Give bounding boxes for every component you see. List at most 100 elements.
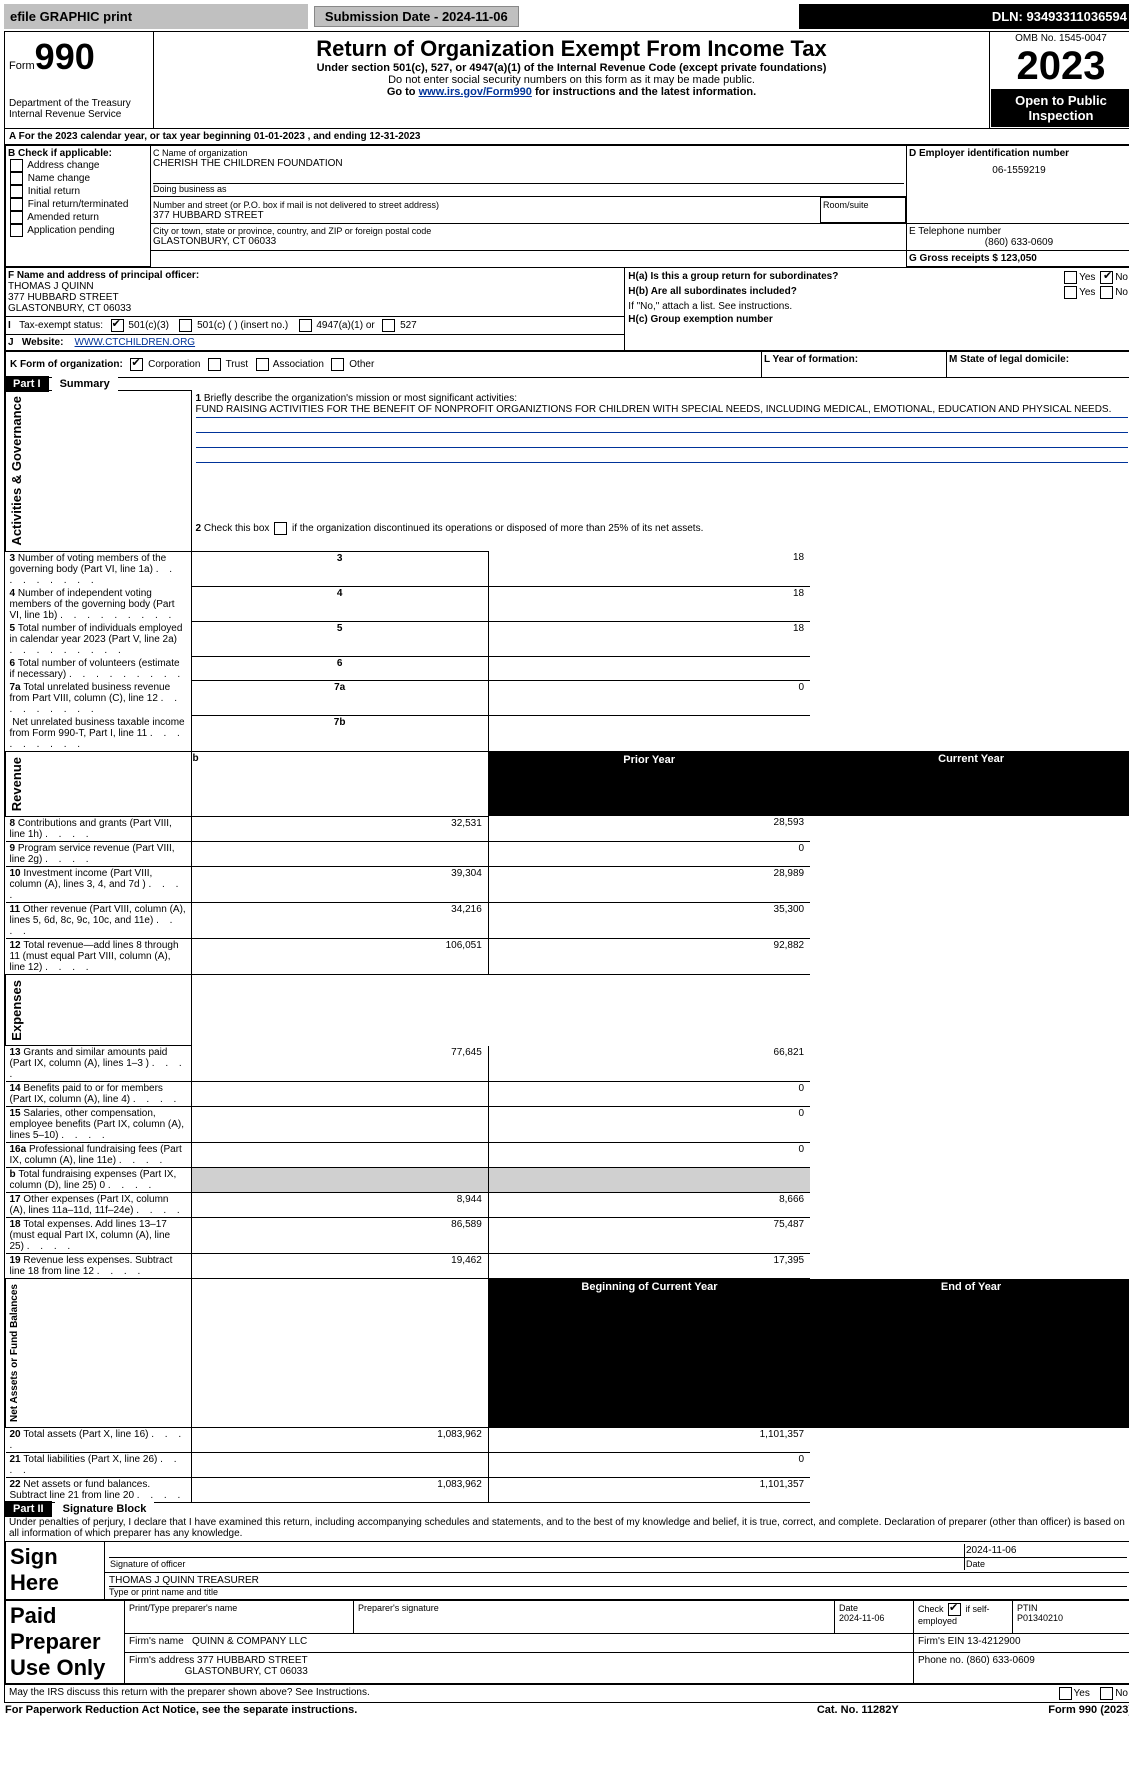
form-title: Return of Organization Exempt From Incom… bbox=[158, 36, 985, 62]
box-m: M State of legal domicile: bbox=[947, 352, 1129, 378]
line-row: 3 Number of voting members of the govern… bbox=[6, 551, 1129, 587]
other-checkbox[interactable] bbox=[331, 358, 344, 371]
room-label: Room/suite bbox=[821, 198, 906, 223]
footer-left: For Paperwork Reduction Act Notice, see … bbox=[4, 1703, 767, 1717]
discuss-no-checkbox[interactable] bbox=[1100, 1687, 1113, 1700]
line-row: 13 Grants and similar amounts paid (Part… bbox=[6, 1046, 1129, 1082]
line-row: 4 Number of independent voting members o… bbox=[6, 587, 1129, 622]
q1-label: Briefly describe the organization's miss… bbox=[204, 393, 517, 404]
line-row: 12 Total revenue—add lines 8 through 11 … bbox=[6, 938, 1129, 974]
line-row: 16a Professional fundraising fees (Part … bbox=[6, 1143, 1129, 1168]
q2-text: Check this box if the organization disco… bbox=[204, 523, 704, 534]
side-net: Net Assets or Fund Balances bbox=[7, 1280, 22, 1426]
501c-checkbox[interactable] bbox=[179, 319, 192, 332]
beg-year-hdr: Beginning of Current Year bbox=[488, 1279, 810, 1428]
line-row: Net unrelated business taxable income fr… bbox=[6, 716, 1129, 752]
line-row: 15 Salaries, other compensation, employe… bbox=[6, 1107, 1129, 1143]
box-b: B Check if applicable: Address change Na… bbox=[6, 146, 151, 267]
h-a-yes-checkbox[interactable] bbox=[1064, 271, 1077, 284]
4947-checkbox[interactable] bbox=[299, 319, 312, 332]
city-label: City or town, state or province, country… bbox=[153, 226, 904, 236]
line-row: 17 Other expenses (Part IX, column (A), … bbox=[6, 1193, 1129, 1218]
dln-label: DLN: 93493311036594 bbox=[799, 4, 1129, 29]
side-expenses: Expenses bbox=[7, 976, 26, 1045]
line-row: 8 Contributions and grants (Part VIII, l… bbox=[6, 816, 1129, 841]
part-ii-badge: Part II bbox=[5, 1501, 52, 1517]
omb-label: OMB No. 1545-0047 bbox=[991, 33, 1129, 44]
discuss-yes-checkbox[interactable] bbox=[1059, 1687, 1072, 1700]
line-row: 10 Investment income (Part VIII, column … bbox=[6, 866, 1129, 902]
phone-value: (860) 633-0609 bbox=[909, 237, 1129, 248]
line-row: 5 Total number of individuals employed i… bbox=[6, 622, 1129, 657]
perjury-text: Under penalties of perjury, I declare th… bbox=[5, 1515, 1129, 1541]
form-prefix: Form990 bbox=[9, 36, 149, 78]
website-link[interactable]: WWW.CTCHILDREN.ORG bbox=[75, 337, 196, 348]
subtitle-1: Under section 501(c), 527, or 4947(a)(1)… bbox=[158, 62, 985, 74]
line-row: b Total fundraising expenses (Part IX, c… bbox=[6, 1168, 1129, 1193]
footer-mid: Cat. No. 11282Y bbox=[767, 1703, 948, 1717]
501c3-checkbox[interactable] bbox=[111, 319, 124, 332]
efile-label: efile GRAPHIC print bbox=[4, 4, 308, 29]
line-row: 21 Total liabilities (Part X, line 26) .… bbox=[6, 1453, 1129, 1478]
ptin-value: P01340210 bbox=[1017, 1613, 1063, 1623]
line-row: 22 Net assets or fund balances. Subtract… bbox=[6, 1478, 1129, 1503]
h-b-no-checkbox[interactable] bbox=[1100, 286, 1113, 299]
h-a-no-checkbox[interactable] bbox=[1100, 271, 1113, 284]
firm-phone: (860) 633-0609 bbox=[966, 1655, 1034, 1666]
preparer-name-label: Print/Type preparer's name bbox=[125, 1601, 354, 1634]
officer-name: THOMAS J QUINN TREASURER bbox=[109, 1575, 1127, 1587]
box-h: H(a) Is this a group return for subordin… bbox=[625, 268, 1129, 351]
firm-name: QUINN & COMPANY LLC bbox=[192, 1636, 307, 1647]
q2-checkbox[interactable] bbox=[274, 522, 287, 535]
box-l: L Year of formation: bbox=[762, 352, 947, 378]
prior-year-hdr: Prior Year bbox=[488, 751, 810, 816]
line-row: 20 Total assets (Part X, line 16) . . . … bbox=[6, 1428, 1129, 1453]
irs-link[interactable]: www.irs.gov/Form990 bbox=[419, 86, 532, 98]
trust-checkbox[interactable] bbox=[208, 358, 221, 371]
line-row: 9 Program service revenue (Part VIII, li… bbox=[6, 841, 1129, 866]
part-i-title: Summary bbox=[52, 376, 118, 392]
firm-addr: 377 HUBBARD STREET bbox=[197, 1655, 308, 1666]
boxb-option: Name change bbox=[8, 172, 148, 185]
city-value: GLASTONBURY, CT 06033 bbox=[153, 236, 904, 247]
addr-value: 377 HUBBARD STREET bbox=[153, 210, 818, 221]
side-governance: Activities & Governance bbox=[7, 392, 26, 550]
submission-button[interactable]: Submission Date - 2024-11-06 bbox=[314, 6, 519, 27]
self-employed-checkbox[interactable] bbox=[948, 1603, 961, 1616]
gross-receipts: G Gross receipts $ 123,050 bbox=[907, 251, 1129, 267]
form-number: 990 bbox=[35, 36, 95, 77]
box-f: F Name and address of principal officer:… bbox=[6, 268, 625, 317]
org-name: CHERISH THE CHILDREN FOUNDATION bbox=[153, 158, 904, 169]
ein-label: D Employer identification number bbox=[909, 148, 1129, 159]
sign-date-label: Date bbox=[965, 1558, 1128, 1571]
527-checkbox[interactable] bbox=[382, 319, 395, 332]
officer-name-label: Type or print name and title bbox=[109, 1587, 1127, 1597]
sign-here-label: Sign Here bbox=[6, 1542, 105, 1600]
firm-ein: 13-4212900 bbox=[967, 1636, 1020, 1647]
corp-checkbox[interactable] bbox=[130, 358, 143, 371]
ein-value: 06-1559219 bbox=[909, 159, 1129, 182]
open-public-badge: Open to Public Inspection bbox=[991, 89, 1129, 127]
discuss-question: May the IRS discuss this return with the… bbox=[9, 1687, 370, 1698]
tax-year-line: A For the 2023 calendar year, or tax yea… bbox=[5, 129, 1129, 145]
assoc-checkbox[interactable] bbox=[256, 358, 269, 371]
part-i-badge: Part I bbox=[5, 376, 49, 392]
org-name-label: C Name of organization bbox=[153, 148, 904, 158]
boxb-option: Address change bbox=[8, 159, 148, 172]
line-row: 19 Revenue less expenses. Subtract line … bbox=[6, 1254, 1129, 1279]
part-ii-title: Signature Block bbox=[55, 1501, 155, 1517]
paid-preparer-label: Paid Preparer Use Only bbox=[6, 1601, 125, 1684]
form-990: Form990 Department of the Treasury Inter… bbox=[4, 31, 1129, 1703]
line-row: 11 Other revenue (Part VIII, column (A),… bbox=[6, 902, 1129, 938]
boxb-option: Amended return bbox=[8, 211, 148, 224]
dept-label: Department of the Treasury Internal Reve… bbox=[9, 98, 149, 120]
tax-year: 2023 bbox=[991, 44, 1129, 89]
sig-label: Signature of officer bbox=[109, 1558, 965, 1571]
h-b-yes-checkbox[interactable] bbox=[1064, 286, 1077, 299]
sign-date: 2024-11-06 bbox=[965, 1544, 1128, 1558]
footer-right: Form 990 (2023) bbox=[948, 1703, 1129, 1717]
boxb-option: Application pending bbox=[8, 224, 148, 237]
box-i: I Tax-exempt status: 501(c)(3) 501(c) ( … bbox=[6, 317, 625, 335]
line-row: 18 Total expenses. Add lines 13–17 (must… bbox=[6, 1218, 1129, 1254]
line-row: 14 Benefits paid to or for members (Part… bbox=[6, 1082, 1129, 1107]
